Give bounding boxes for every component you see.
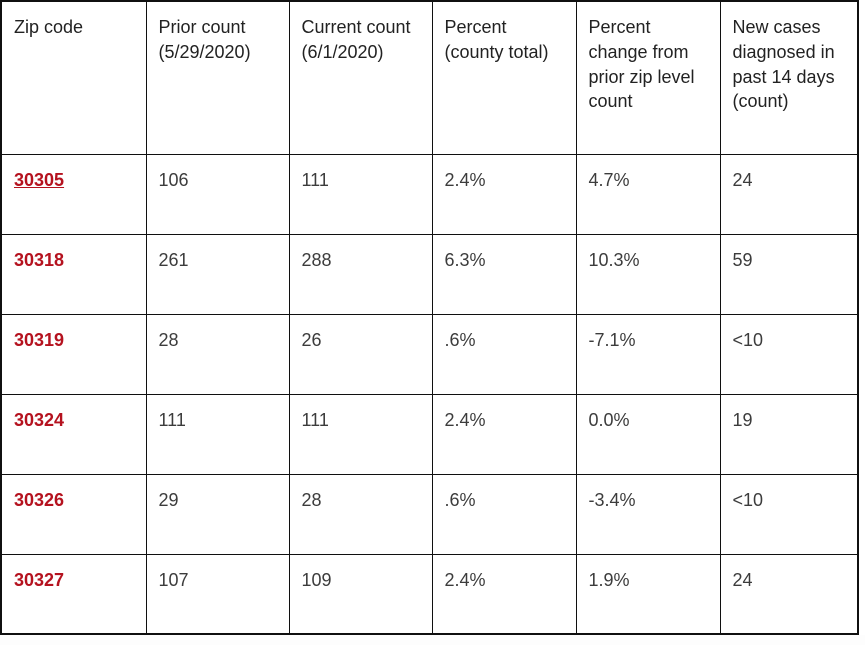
current-count-cell: 288 bbox=[288, 233, 433, 315]
current-count-cell: 28 bbox=[288, 473, 433, 555]
new-cases-cell: <10 bbox=[719, 473, 859, 555]
zip-cell: 30318 bbox=[0, 233, 147, 315]
table-row-30327: 30327 107 109 2.4% 1.9% 24 bbox=[0, 553, 859, 635]
new-cases-cell: 24 bbox=[719, 153, 859, 235]
prior-count-cell: 261 bbox=[145, 233, 290, 315]
table-row-30324: 30324 111 111 2.4% 0.0% 19 bbox=[0, 393, 859, 475]
zip-link-30305[interactable]: 30305 bbox=[14, 169, 65, 190]
percent-change-cell: 4.7% bbox=[575, 153, 721, 235]
new-cases-cell: 24 bbox=[719, 553, 859, 635]
current-count-cell: 109 bbox=[288, 553, 433, 635]
percent-change-cell: -3.4% bbox=[575, 473, 721, 555]
prior-count-cell: 107 bbox=[145, 553, 290, 635]
header-percent-change: Percent change from prior zip level coun… bbox=[575, 0, 721, 155]
percent-county-cell: 2.4% bbox=[431, 553, 577, 635]
header-zip-code: Zip code bbox=[0, 0, 147, 155]
zip-cell: 30326 bbox=[0, 473, 147, 555]
table-header: Zip code Prior count (5/29/2020) Current… bbox=[0, 0, 859, 155]
percent-county-cell: 2.4% bbox=[431, 153, 577, 235]
table-row-30326: 30326 29 28 .6% -3.4% <10 bbox=[0, 473, 859, 555]
zip-cell: 30305 bbox=[0, 153, 147, 235]
new-cases-cell: 19 bbox=[719, 393, 859, 475]
new-cases-cell: <10 bbox=[719, 313, 859, 395]
current-count-cell: 111 bbox=[288, 393, 433, 475]
percent-county-cell: .6% bbox=[431, 473, 577, 555]
zip-cell: 30319 bbox=[0, 313, 147, 395]
table-row-30305: 30305 106 111 2.4% 4.7% 24 bbox=[0, 153, 859, 235]
zip-cell: 30327 bbox=[0, 553, 147, 635]
page-background-strip bbox=[0, 635, 865, 645]
prior-count-cell: 106 bbox=[145, 153, 290, 235]
zip-cell: 30324 bbox=[0, 393, 147, 475]
percent-county-cell: 6.3% bbox=[431, 233, 577, 315]
current-count-cell: 111 bbox=[288, 153, 433, 235]
zip-link-30326[interactable]: 30326 bbox=[14, 489, 65, 510]
percent-county-cell: 2.4% bbox=[431, 393, 577, 475]
header-row: Zip code Prior count (5/29/2020) Current… bbox=[0, 0, 859, 155]
prior-count-cell: 28 bbox=[145, 313, 290, 395]
zip-code-case-table: Zip code Prior count (5/29/2020) Current… bbox=[0, 0, 859, 635]
zip-link-30318[interactable]: 30318 bbox=[14, 249, 65, 270]
percent-change-cell: 1.9% bbox=[575, 553, 721, 635]
table-row-30319: 30319 28 26 .6% -7.1% <10 bbox=[0, 313, 859, 395]
header-percent-county-total: Percent (county total) bbox=[431, 0, 577, 155]
percent-county-cell: .6% bbox=[431, 313, 577, 395]
prior-count-cell: 29 bbox=[145, 473, 290, 555]
prior-count-cell: 111 bbox=[145, 393, 290, 475]
zip-link-30327[interactable]: 30327 bbox=[14, 569, 65, 590]
table-row-30318: 30318 261 288 6.3% 10.3% 59 bbox=[0, 233, 859, 315]
percent-change-cell: -7.1% bbox=[575, 313, 721, 395]
zip-link-30319[interactable]: 30319 bbox=[14, 329, 65, 350]
new-cases-cell: 59 bbox=[719, 233, 859, 315]
current-count-cell: 26 bbox=[288, 313, 433, 395]
header-prior-count: Prior count (5/29/2020) bbox=[145, 0, 290, 155]
header-new-cases-14-days: New cases diagnosed in past 14 days (cou… bbox=[719, 0, 859, 155]
percent-change-cell: 10.3% bbox=[575, 233, 721, 315]
percent-change-cell: 0.0% bbox=[575, 393, 721, 475]
header-current-count: Current count (6/1/2020) bbox=[288, 0, 433, 155]
zip-link-30324[interactable]: 30324 bbox=[14, 409, 65, 430]
